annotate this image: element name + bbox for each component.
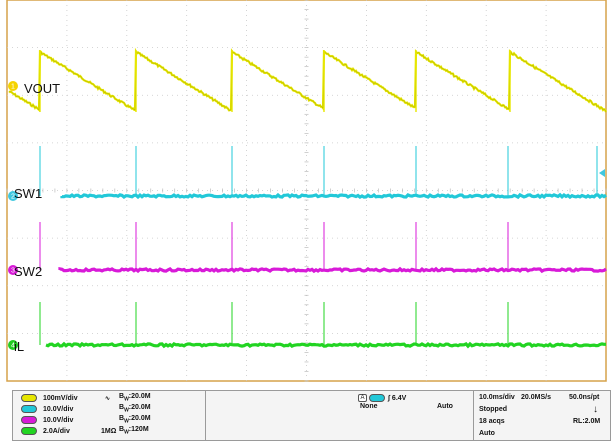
channel-markers: 1 2 3 4 — [8, 81, 18, 350]
channel-1-coupling-icon: ∿ — [105, 395, 111, 402]
trigger-mode: Auto — [437, 403, 453, 410]
trigger-mode-badge: A — [358, 394, 367, 402]
acquisition-state: Stopped — [479, 406, 507, 413]
channel-1-marker-icon[interactable] — [8, 81, 18, 91]
channel-2-settings[interactable]: 10.0V/div BW:20.0M — [21, 404, 151, 414]
trigger-level: 6.4V — [391, 394, 407, 402]
waveform-traces — [8, 47, 608, 349]
channel-label-sw2: SW2 — [14, 264, 42, 279]
channel-4-marker-icon[interactable] — [8, 340, 18, 350]
run-mode[interactable]: Auto — [479, 430, 495, 437]
trigger-source-badge[interactable] — [369, 394, 385, 402]
channel-2-marker-number: 2 — [11, 194, 15, 201]
channel-labels: VOUT SW1 SW2 iL — [14, 81, 60, 354]
time-resolution: 50.0ns/pt — [569, 394, 600, 401]
channel-1-marker-number: 1 — [11, 84, 15, 91]
channel-1-scale: 100mV/div — [43, 394, 78, 402]
sample-rate: 20.0MS/s — [521, 394, 551, 401]
channel-4-scale: 2.0A/div — [43, 427, 70, 435]
channel-2-bw: BW:20.0M — [119, 404, 151, 414]
trigger-coupling: None — [360, 403, 378, 410]
channel-1-badge[interactable] — [21, 394, 37, 402]
channel-4-marker-number: 4 — [11, 343, 15, 350]
channel-2-marker-icon[interactable] — [8, 191, 18, 201]
channel-2-scale: 10.0V/div — [43, 405, 74, 413]
channel-3-scale: 10.0V/div — [43, 416, 74, 424]
channel-3-marker-icon[interactable] — [8, 265, 18, 275]
channel-2-badge[interactable] — [21, 405, 37, 413]
record-length: RL:2.0M — [573, 418, 601, 425]
graticule — [6, 0, 607, 382]
trigger-settings[interactable]: A ∫ 6.4V — [358, 393, 406, 403]
arrow-down-icon: ↓ — [593, 404, 598, 415]
channel-3-settings[interactable]: 10.0V/div BW:20.0M — [21, 415, 151, 425]
oscilloscope-screen: 1 2 3 4 VOUT SW1 SW2 iL — [6, 0, 608, 382]
channel-1-settings[interactable]: 100mV/div ∿ BW:20.0M — [21, 393, 151, 403]
trigger-edge-icon: ∫ — [388, 394, 390, 402]
timebase-scale[interactable]: 10.0ms/div — [479, 394, 515, 401]
channel-label-il: iL — [14, 339, 24, 354]
trigger-level-arrow-icon — [599, 169, 605, 177]
divider — [473, 391, 474, 440]
channel-label-sw1: SW1 — [14, 186, 42, 201]
channel-4-impedance: 1MΩ — [101, 427, 117, 435]
channel-label-vout: VOUT — [24, 81, 60, 96]
channel-4-settings[interactable]: 2.0A/div 1MΩ BW:120M — [21, 426, 149, 436]
channel-4-bw: BW:120M — [119, 426, 149, 436]
channel-3-bw: BW:20.0M — [119, 415, 151, 425]
divider — [205, 391, 206, 440]
channel-4-badge[interactable] — [21, 427, 37, 435]
acquisition-count: 18 acqs — [479, 418, 505, 425]
channel-1-bw: BW:20.0M — [119, 393, 151, 403]
channel-3-badge[interactable] — [21, 416, 37, 424]
status-bar: 100mV/div ∿ BW:20.0M 10.0V/div BW:20.0M … — [12, 390, 611, 441]
channel-3-marker-number: 3 — [11, 268, 15, 275]
